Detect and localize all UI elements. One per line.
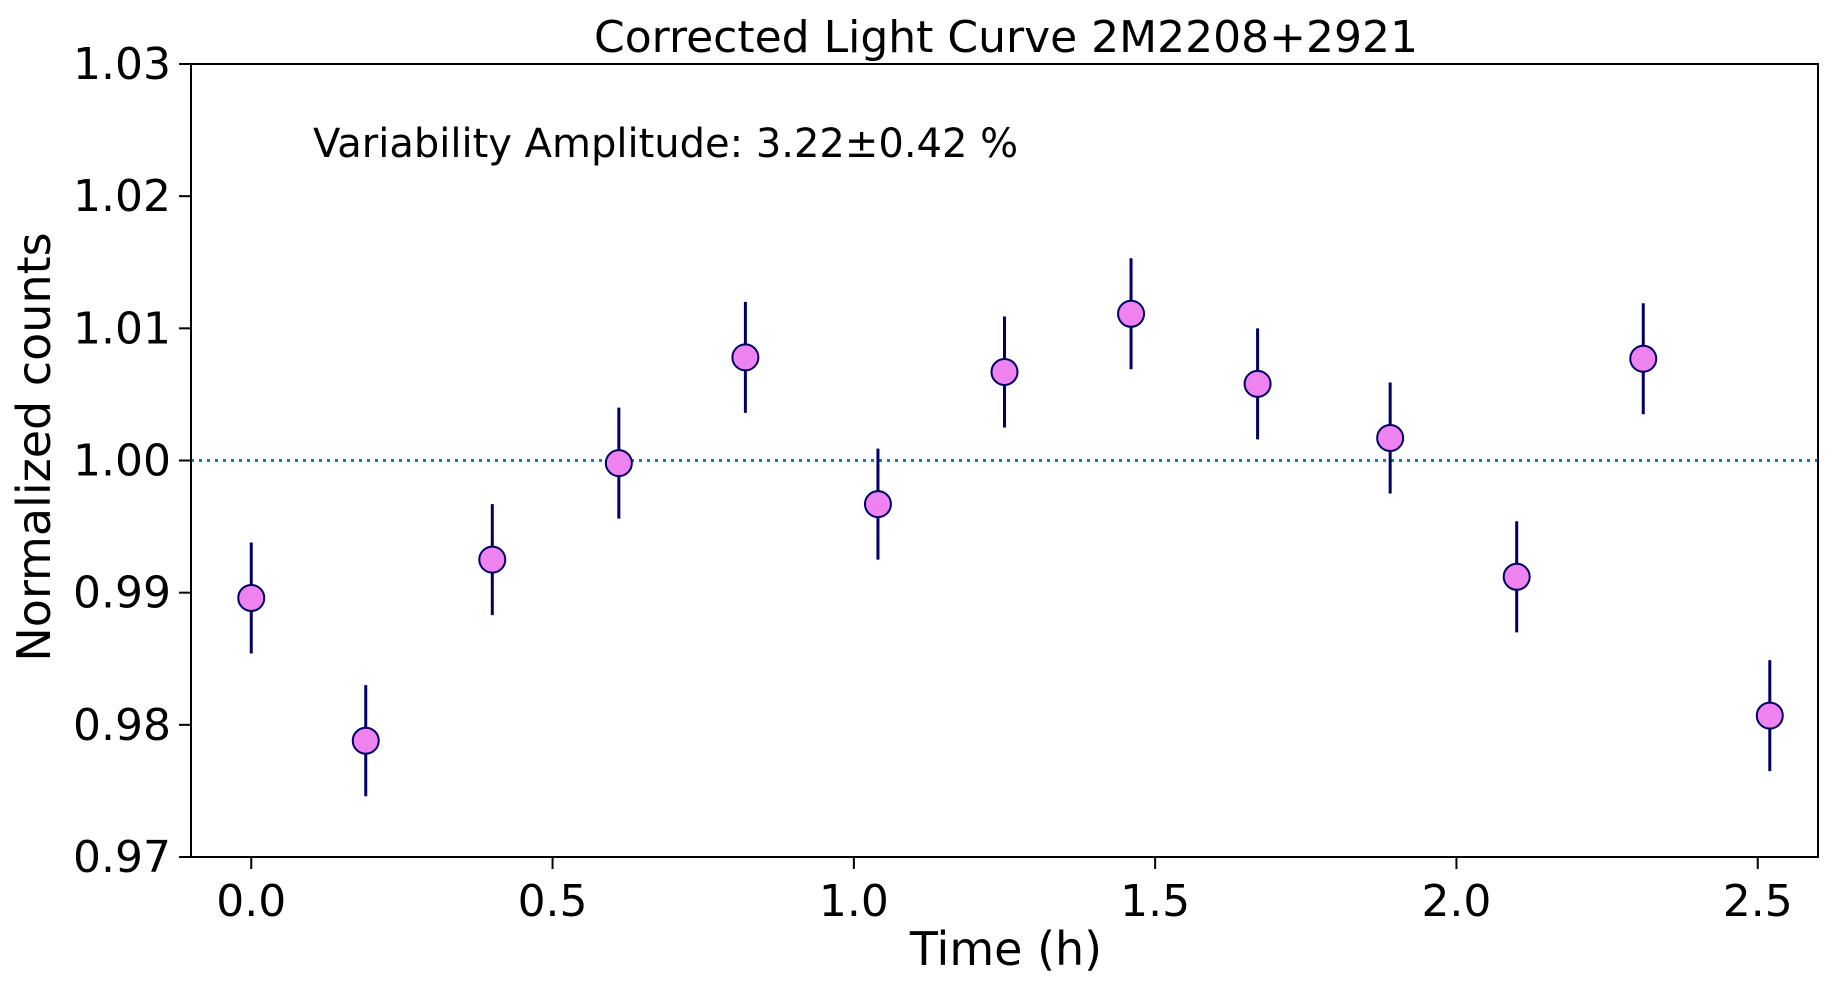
data-point: [237, 583, 266, 612]
y-tick-label: 1.02: [73, 171, 171, 222]
data-point: [990, 357, 1019, 386]
axes-frame: [190, 63, 1819, 858]
data-point: [1502, 562, 1531, 591]
plot-area: 0.97 0.98 0.99 1.00 1.01 1.02 1.03 0.0 0.5 1.0 1.5…: [73, 39, 1819, 927]
x-tick-label: 2.5: [1723, 876, 1793, 927]
x-tick-label: 2.0: [1421, 876, 1491, 927]
x-axis-label: Time (h): [909, 922, 1102, 976]
variability-annotation: Variability Amplitude: 3.22±0.42 %: [313, 121, 1018, 167]
data-point: [604, 449, 633, 478]
data-point: [1376, 424, 1405, 453]
data-point: [731, 343, 760, 372]
y-tick-label: 0.98: [73, 700, 171, 751]
x-tick-label: 0.0: [216, 876, 286, 927]
y-axis-label: Normalized counts: [7, 232, 61, 661]
data-point: [1243, 369, 1272, 398]
y-tick-label: 1.00: [73, 436, 171, 487]
data-point: [1755, 701, 1784, 730]
data-point: [478, 545, 507, 574]
y-tick-label: 1.03: [73, 39, 171, 90]
x-tick-label: 1.5: [1120, 876, 1190, 927]
data-point: [1117, 299, 1146, 328]
data-point: [863, 490, 892, 519]
chart-title: Corrected Light Curve 2M2208+2921: [594, 12, 1418, 63]
y-tick-label: 0.99: [73, 568, 171, 619]
x-tick-label: 0.5: [518, 876, 588, 927]
data-point: [351, 726, 380, 755]
data-point: [1629, 344, 1658, 373]
y-tick-label: 1.01: [73, 303, 171, 354]
x-tick-label: 1.0: [819, 876, 889, 927]
y-tick-label: 0.97: [73, 832, 171, 883]
